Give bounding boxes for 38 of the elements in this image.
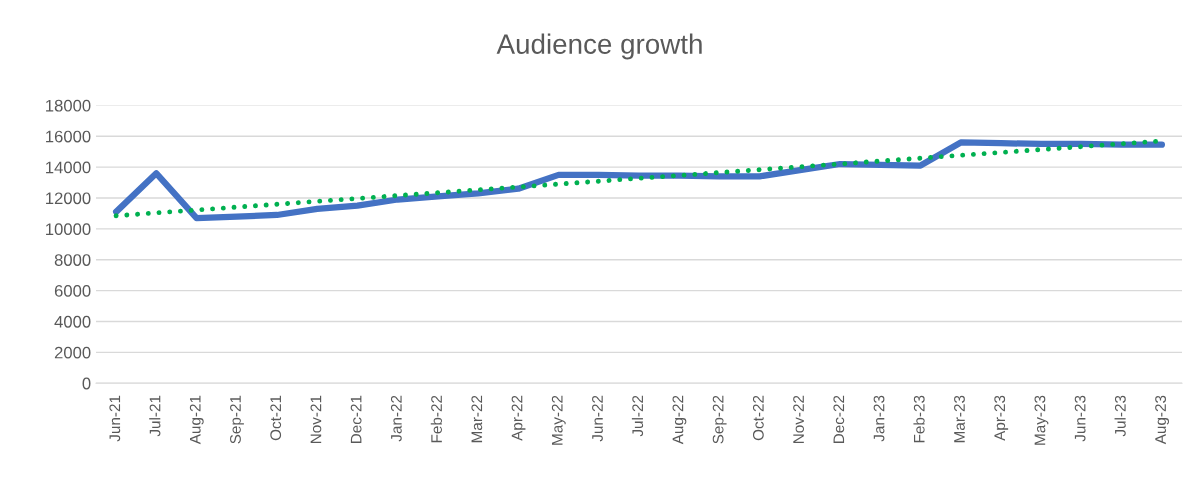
x-tick-label: Jul-23 <box>1114 395 1126 437</box>
x-tick-label: Aug-22 <box>672 395 687 445</box>
x-tick-label: Jun-22 <box>592 395 603 442</box>
x-tick-label: Jan-22 <box>390 395 402 442</box>
x-tick-label: Aug-23 <box>1155 395 1170 445</box>
y-tick-label: 6000 <box>54 284 91 297</box>
x-tick-label: Jan-23 <box>873 395 885 442</box>
x-tick-label: Aug-21 <box>189 395 204 445</box>
x-tick-label: Feb-22 <box>430 395 442 443</box>
x-tick-label: Dec-21 <box>350 395 362 443</box>
x-tick-label: May-22 <box>551 395 566 445</box>
x-tick-label: Feb-23 <box>913 395 925 443</box>
x-tick-label: Mar-23 <box>954 395 965 443</box>
y-tick-label: 16000 <box>46 130 91 143</box>
x-tick-label: Sep-22 <box>712 395 727 444</box>
x-tick-label: Jun-21 <box>109 395 121 442</box>
y-tick-label: 10000 <box>46 223 91 236</box>
x-tick-label: May-23 <box>1034 395 1049 445</box>
y-tick-label: 2000 <box>54 346 91 359</box>
x-tick-label: Apr-22 <box>511 395 526 441</box>
x-tick-label: Oct-22 <box>752 395 764 441</box>
y-tick-label: 18000 <box>46 99 91 112</box>
x-tick-label: Jun-23 <box>1074 395 1086 442</box>
x-tick-label: Oct-21 <box>270 395 282 441</box>
y-tick-label: 8000 <box>54 254 91 266</box>
y-tick-label: 14000 <box>46 161 91 174</box>
x-tick-label: Sep-21 <box>230 395 244 444</box>
x-tick-label: Dec-22 <box>833 395 845 443</box>
y-tick-label: 0 <box>82 377 91 390</box>
x-tick-label: Nov-21 <box>310 395 322 443</box>
chart-title: Audience growth <box>496 33 702 60</box>
x-tick-label: Mar-22 <box>471 395 483 443</box>
x-tick-label: Jul-21 <box>149 395 161 437</box>
y-tick-label: 12000 <box>46 192 91 205</box>
x-tick-label: Nov-22 <box>793 395 804 443</box>
y-tick-label: 4000 <box>54 315 91 328</box>
x-tick-label: Jul-22 <box>631 395 644 437</box>
x-tick-label: Apr-23 <box>994 395 1009 441</box>
